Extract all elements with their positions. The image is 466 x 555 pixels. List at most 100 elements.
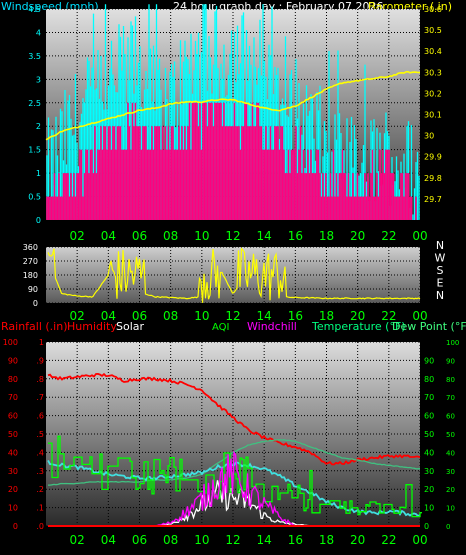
wind-tick-label: 3: [36, 75, 41, 84]
time-tick-label: 02: [70, 229, 85, 243]
time-tick-label: 16: [288, 533, 303, 547]
rain-tick-label: .8: [36, 375, 44, 384]
humidity-tick-label: 30: [8, 467, 18, 476]
direction-series: [47, 247, 421, 303]
time-tick-label: 08: [163, 229, 178, 243]
baro-tick-label: 29.9: [424, 153, 442, 162]
humidity-tick-label: 10: [8, 504, 18, 513]
time-tick-label: 16: [288, 309, 303, 323]
compass-label: E: [437, 277, 444, 290]
temp-series: [47, 372, 422, 527]
time-tick-label: 08: [163, 533, 178, 547]
wind-tick-label: 4: [36, 28, 41, 37]
rain-tick-label: .4: [36, 448, 44, 457]
time-tick-label: 00: [412, 229, 427, 243]
aqi-label: AQI: [212, 322, 230, 333]
time-tick-label: 12: [225, 309, 240, 323]
humidity-tick-label: 40: [8, 448, 18, 457]
temp-tick-label: 80: [424, 375, 434, 384]
humidity-tick-label: 100: [3, 338, 18, 347]
baro-tick-label: 30.5: [424, 26, 442, 35]
temp-tick-label: 90: [424, 356, 434, 365]
time-tick-label: 08: [163, 309, 178, 323]
temp-tick-label: 0: [424, 522, 429, 531]
wind-axes: 0 0.5 1 1.5 2 2.5 3 3.5 4 4.5 29.7 29.8 29.9 30 30.1 30…: [28, 5, 442, 243]
temp-tick-label: 50: [424, 430, 434, 439]
rain-tick-label: .0: [36, 522, 44, 531]
humidity-tick-label: 90: [8, 356, 18, 365]
time-tick-label: 06: [132, 309, 147, 323]
dewpoint-tick-label: 90: [446, 357, 455, 365]
dewpoint-label: Dew Point (°F): [392, 320, 466, 333]
dir-tick-label: 180: [23, 271, 38, 280]
time-tick-label: 18: [319, 229, 334, 243]
time-tick-label: 12: [225, 533, 240, 547]
rain-tick-label: .1: [36, 504, 44, 513]
humidity-tick-label: 50: [8, 430, 18, 439]
wind-series: [46, 4, 420, 220]
baro-tick-label: 30.1: [424, 111, 442, 120]
wind-tick-label: 0.5: [28, 193, 41, 202]
direction-line: [47, 247, 421, 303]
time-tick-label: 04: [101, 229, 116, 243]
humidity-tick-label: 0: [13, 522, 18, 531]
rain-tick-label: .9: [36, 356, 44, 365]
windchill-label: Windchill: [247, 320, 297, 333]
rain-tick-label: .6: [36, 412, 44, 421]
dewpoint-tick-label: 50: [446, 431, 455, 439]
humidity-tick-label: 70: [8, 393, 18, 402]
time-tick-label: 14: [257, 309, 272, 323]
dir-tick-label: 270: [23, 257, 38, 266]
barometer-series: [45, 70, 421, 141]
baro-tick-label: 30.6: [424, 5, 442, 14]
baro-tick-label: 29.7: [424, 195, 442, 204]
direction-grid: [46, 246, 421, 304]
time-tick-label: 12: [225, 229, 240, 243]
time-tick-label: 10: [194, 229, 209, 243]
wind-tick-label: 3.5: [28, 52, 41, 61]
aqi-line: [48, 435, 422, 518]
temp-tick-label: 30: [424, 467, 434, 476]
time-tick-label: 00: [412, 533, 427, 547]
humidity-tick-label: 20: [8, 485, 18, 494]
time-tick-label: 14: [257, 229, 272, 243]
time-tick-label: 22: [381, 533, 396, 547]
baro-tick-label: 30.3: [424, 68, 442, 77]
baro-tick-label: 30.2: [424, 89, 442, 98]
temp-axes: 1009080706050403020100.0.1.2.3.4.5.6.7.8…: [3, 338, 460, 547]
dewpoint-tick-label: 60: [446, 413, 455, 421]
temp-tick-label: 10: [424, 504, 434, 513]
dewpoint-tick-label: 70: [446, 394, 455, 402]
dir-tick-label: 0: [33, 299, 38, 308]
dewpoint-tick-label: 40: [446, 449, 455, 457]
temp-tick-label: 40: [424, 448, 434, 457]
wind-tick-label: 2.5: [28, 99, 41, 108]
time-tick-label: 06: [132, 229, 147, 243]
wind-tick-label: 1.5: [28, 146, 41, 155]
time-tick-label: 04: [101, 309, 116, 323]
time-tick-label: 18: [319, 309, 334, 323]
solar-label: Solar: [116, 320, 145, 333]
baro-tick-label: 30: [424, 132, 434, 141]
rain-tick-label: .5: [36, 430, 44, 439]
compass-label: N: [436, 239, 444, 252]
time-tick-label: 02: [70, 533, 85, 547]
dewpoint-tick-label: 30: [446, 468, 455, 476]
rain-tick-label: .7: [36, 393, 44, 402]
time-tick-label: 14: [257, 533, 272, 547]
barometer-line: [45, 70, 421, 141]
baro-tick-label: 29.8: [424, 174, 442, 183]
time-tick-label: 22: [381, 309, 396, 323]
compass-label: W: [435, 252, 446, 265]
time-tick-label: 10: [194, 533, 209, 547]
rainfall-label: Rainfall (.in): [1, 320, 68, 333]
dewpoint-tick-label: 80: [446, 376, 455, 384]
dewpoint-tick-label: 10: [446, 505, 455, 513]
time-tick-label: 16: [288, 229, 303, 243]
time-tick-label: 10: [194, 309, 209, 323]
humidity-tick-label: 60: [8, 412, 18, 421]
time-tick-label: 04: [101, 533, 116, 547]
baro-tick-label: 30.4: [424, 47, 442, 56]
dewpoint-tick-label: 100: [446, 339, 459, 347]
